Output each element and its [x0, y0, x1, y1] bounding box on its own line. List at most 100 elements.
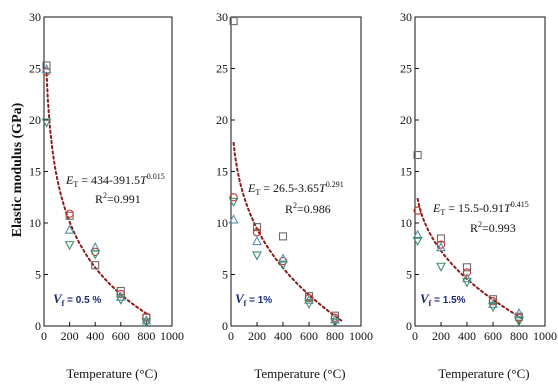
y-tick-label: 20 — [216, 113, 228, 127]
fit-curve — [232, 141, 343, 322]
marker-triangle-down — [330, 318, 340, 328]
eq-lhs: E — [432, 201, 441, 215]
x-axis-label: Temperature (°C) — [254, 366, 345, 381]
marker-triangle — [141, 315, 152, 325]
r2-base: R — [285, 202, 293, 216]
vf-sub: f — [429, 299, 432, 308]
x-tick-label: 400 — [86, 329, 104, 343]
marker-triangle — [304, 294, 314, 304]
y-tick-label: 15 — [400, 165, 412, 179]
y-tick-label: 25 — [216, 62, 228, 76]
marker-triangle-down — [228, 197, 239, 208]
x-tick-label: 800 — [326, 329, 344, 343]
x-tick-label: 200 — [248, 329, 266, 343]
marker-triangle-down — [412, 236, 423, 247]
eq-rhs: = 434-391.5 — [78, 173, 140, 187]
marker-circle — [462, 268, 472, 277]
r2-value: =0.986 — [297, 202, 331, 216]
marker-triangle — [278, 253, 288, 263]
fit-equation: ET = 434-391.5T0.015 — [65, 172, 165, 189]
fit-equation: ET = 15.5-0.91T0.415 — [432, 200, 529, 217]
marker-triangle-down — [304, 299, 314, 310]
plot-frame — [230, 16, 362, 327]
marker-triangle — [436, 242, 446, 252]
marker-circle — [252, 228, 262, 237]
marker-square — [116, 286, 125, 296]
y-tick-label: 5 — [406, 268, 412, 282]
y-tick-label: 10 — [216, 216, 228, 230]
y-tick-label: 25 — [400, 62, 412, 76]
eq-lhs-sub: T — [255, 188, 260, 197]
marker-triangle — [228, 214, 239, 224]
y-tick-label: 20 — [29, 113, 41, 127]
r2-base: R — [95, 192, 103, 206]
y-tick-label: 25 — [29, 62, 41, 76]
fit-equation: ET = 26.5-3.65T0.291 — [247, 180, 344, 197]
eq-var: T — [140, 173, 148, 187]
marker-triangle — [252, 235, 262, 246]
fiber-volume-label: Vf = 0.5 % — [53, 291, 101, 308]
marker-triangle — [412, 229, 423, 239]
marker-circle — [229, 193, 238, 202]
eq-exp: 0.291 — [326, 180, 344, 189]
x-tick-label: 600 — [484, 329, 502, 343]
vf-sub: f — [62, 299, 65, 308]
marker-circle — [413, 206, 422, 215]
r2-exp: 2 — [478, 220, 482, 229]
eq-exp: 0.015 — [147, 172, 165, 181]
r2-exp: 2 — [103, 191, 107, 200]
marker-circle — [142, 312, 151, 321]
r-squared: R2=0.991 — [95, 191, 141, 206]
marker-triangle — [90, 242, 101, 252]
x-axis-label: Temperature (°C) — [438, 366, 529, 381]
panel-3: 0 5 10 15 20 25 30 0 200 400 600 800 1000 Temperature… — [400, 10, 557, 381]
x-tick-label: 400 — [274, 329, 292, 343]
marker-square — [229, 17, 238, 26]
x-tick-label: 1000 — [349, 329, 373, 343]
y-tick-label: 30 — [400, 10, 412, 24]
marker-triangle-down — [115, 295, 126, 305]
marker-circle — [488, 297, 498, 306]
fiber-volume-label: Vf = 1.5% — [420, 291, 466, 308]
vf-value: = 0.5 % — [64, 295, 101, 306]
y-tick-label: 10 — [400, 216, 412, 230]
marker-triangle — [462, 272, 472, 283]
marker-square — [462, 263, 472, 272]
eq-exp: 0.415 — [511, 200, 529, 209]
marker-square — [413, 150, 422, 160]
x-tick-label: 600 — [112, 329, 130, 343]
r2-exp: 2 — [293, 201, 297, 210]
x-tick-label: 0 — [412, 329, 418, 343]
marker-triangle-down — [514, 317, 524, 327]
vf-value: = 1.5% — [431, 295, 465, 306]
marker-circle — [436, 240, 446, 249]
eq-lhs: E — [65, 173, 74, 187]
x-tick-label: 1000 — [533, 329, 557, 343]
y-axis-label: Elastic modulus (GPa) — [10, 102, 25, 237]
eq-var: T — [504, 201, 512, 215]
vf-main: V — [420, 291, 430, 306]
marker-triangle-down — [141, 318, 152, 328]
panel-1: 0 5 10 15 20 25 30 0 200 400 600 800 1000 Temperature… — [29, 10, 184, 381]
vf-main: V — [53, 291, 63, 306]
marker-triangle — [41, 63, 52, 74]
y-tick-label: 5 — [222, 268, 228, 282]
y-tick-label: 5 — [35, 268, 41, 282]
y-tick-label: 30 — [29, 10, 41, 24]
y-tick-label: 0 — [222, 319, 228, 333]
r2-value: =0.993 — [482, 221, 516, 235]
marker-triangle — [64, 224, 75, 234]
marker-triangle-down — [90, 250, 101, 260]
x-tick-label: 800 — [510, 329, 528, 343]
marker-triangle-down — [278, 260, 288, 270]
eq-lhs-sub: T — [440, 208, 445, 217]
x-tick-label: 200 — [61, 329, 79, 343]
y-tick-label: 15 — [216, 165, 228, 179]
marker-triangle-down — [252, 251, 262, 261]
marker-triangle-down — [436, 262, 446, 272]
x-tick-label: 800 — [137, 329, 155, 343]
marker-triangle-down — [64, 241, 75, 251]
marker-square — [436, 234, 446, 243]
marker-circle — [65, 209, 74, 218]
eq-rhs: = 26.5-3.65 — [260, 181, 319, 195]
